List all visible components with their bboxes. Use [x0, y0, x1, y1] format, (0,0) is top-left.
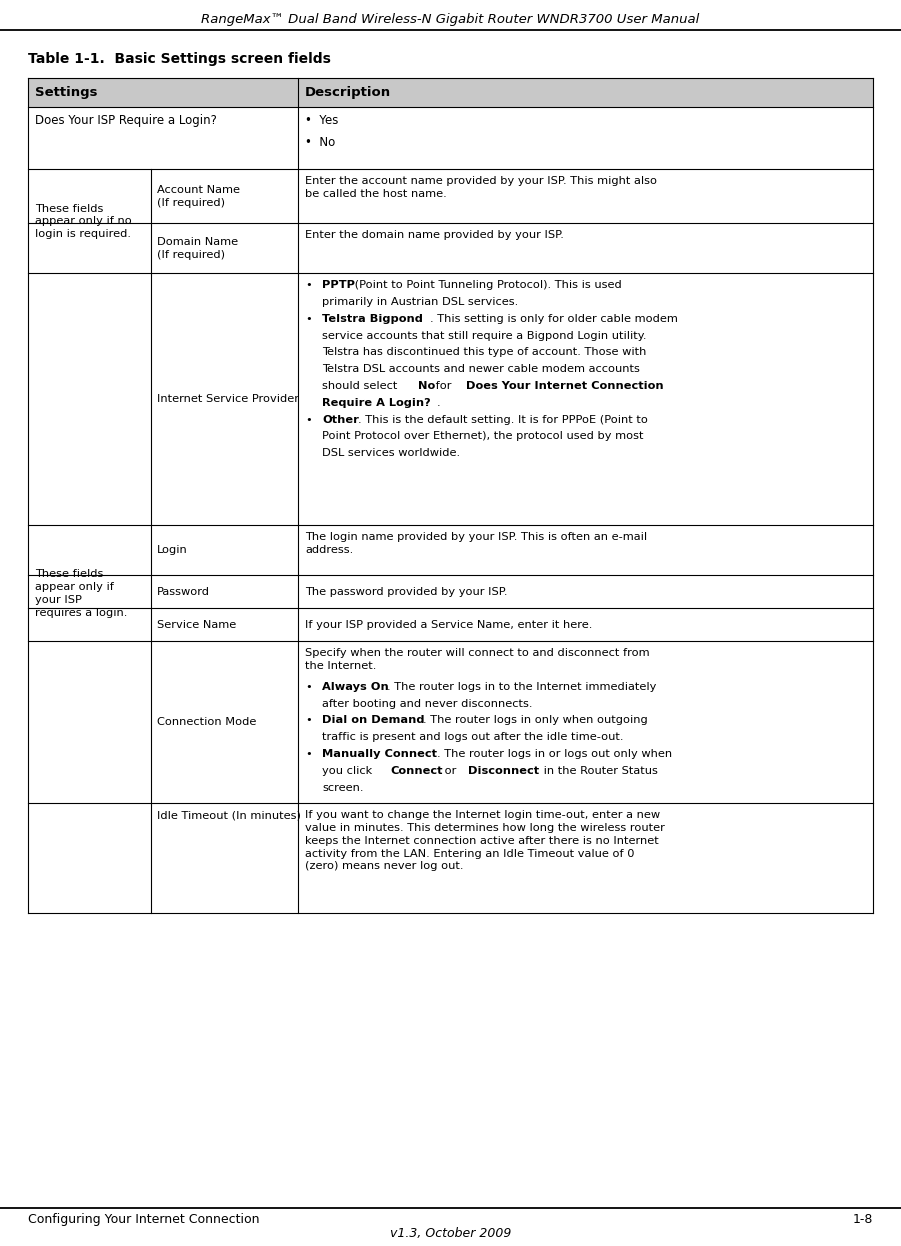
- Text: .: .: [437, 397, 441, 407]
- Text: Configuring Your Internet Connection: Configuring Your Internet Connection: [28, 1214, 259, 1226]
- Text: Enter the account name provided by your ISP. This might also
be called the host : Enter the account name provided by your …: [305, 176, 657, 199]
- Text: RangeMax™ Dual Band Wireless-N Gigabit Router WNDR3700 User Manual: RangeMax™ Dual Band Wireless-N Gigabit R…: [202, 12, 699, 26]
- Text: The password provided by your ISP.: The password provided by your ISP.: [305, 587, 507, 597]
- Text: •: •: [305, 749, 312, 759]
- Text: (Point to Point Tunneling Protocol). This is used: (Point to Point Tunneling Protocol). Thi…: [350, 280, 622, 290]
- Text: Domain Name
(If required): Domain Name (If required): [158, 237, 239, 260]
- Text: These fields
appear only if
your ISP
requires a login.: These fields appear only if your ISP req…: [35, 569, 127, 618]
- Text: . This is the default setting. It is for PPPoE (Point to: . This is the default setting. It is for…: [358, 415, 648, 425]
- Text: Does Your ISP Require a Login?: Does Your ISP Require a Login?: [35, 115, 216, 127]
- Text: •  Yes
•  No: • Yes • No: [305, 115, 339, 150]
- Text: you click: you click: [323, 766, 376, 776]
- Text: 1-8: 1-8: [852, 1214, 873, 1226]
- Text: . The router logs in to the Internet immediately: . The router logs in to the Internet imm…: [387, 682, 656, 692]
- Text: screen.: screen.: [323, 782, 364, 792]
- Text: Table 1-1.  Basic Settings screen fields: Table 1-1. Basic Settings screen fields: [28, 52, 331, 66]
- Text: Internet Service Provider: Internet Service Provider: [158, 395, 299, 405]
- Text: Point Protocol over Ethernet), the protocol used by most: Point Protocol over Ethernet), the proto…: [323, 431, 643, 441]
- Text: Telstra Bigpond: Telstra Bigpond: [323, 314, 423, 324]
- Text: Disconnect: Disconnect: [469, 766, 539, 776]
- Text: Dial on Demand: Dial on Demand: [323, 715, 424, 725]
- Text: Idle Timeout (In minutes): Idle Timeout (In minutes): [158, 810, 301, 820]
- Text: service accounts that still require a Bigpond Login utility.: service accounts that still require a Bi…: [323, 330, 647, 340]
- Text: Password: Password: [158, 587, 210, 597]
- Text: Settings: Settings: [35, 86, 97, 100]
- Text: Does Your Internet Connection: Does Your Internet Connection: [467, 381, 664, 391]
- Bar: [28, 78, 873, 107]
- Text: Login: Login: [158, 546, 188, 556]
- Text: The login name provided by your ISP. This is often an e-mail
address.: The login name provided by your ISP. Thi…: [305, 532, 647, 556]
- Text: If you want to change the Internet login time-out, enter a new
value in minutes.: If you want to change the Internet login…: [305, 810, 665, 871]
- Text: v1.3, October 2009: v1.3, October 2009: [390, 1226, 511, 1240]
- Text: Description: Description: [305, 86, 391, 100]
- Text: •: •: [305, 314, 312, 324]
- Text: Connect: Connect: [390, 766, 443, 776]
- Text: or: or: [441, 766, 460, 776]
- Text: after booting and never disconnects.: after booting and never disconnects.: [323, 699, 532, 709]
- Text: Service Name: Service Name: [158, 621, 237, 630]
- Text: If your ISP provided a Service Name, enter it here.: If your ISP provided a Service Name, ent…: [305, 621, 593, 630]
- Text: Telstra has discontinued this type of account. Those with: Telstra has discontinued this type of ac…: [323, 348, 647, 358]
- Text: Enter the domain name provided by your ISP.: Enter the domain name provided by your I…: [305, 231, 564, 240]
- Text: . The router logs in or logs out only when: . The router logs in or logs out only wh…: [437, 749, 672, 759]
- Text: •: •: [305, 280, 312, 290]
- Text: No: No: [418, 381, 435, 391]
- Text: These fields
appear only if no
login is required.: These fields appear only if no login is …: [35, 203, 132, 239]
- Text: for: for: [432, 381, 455, 391]
- Text: PPTP: PPTP: [323, 280, 355, 290]
- Text: Specify when the router will connect to and disconnect from
the Internet.: Specify when the router will connect to …: [305, 648, 650, 672]
- Text: •: •: [305, 415, 312, 425]
- Text: . This setting is only for older cable modem: . This setting is only for older cable m…: [430, 314, 678, 324]
- Text: Manually Connect: Manually Connect: [323, 749, 437, 759]
- Text: Connection Mode: Connection Mode: [158, 718, 257, 728]
- Text: primarily in Austrian DSL services.: primarily in Austrian DSL services.: [323, 297, 518, 307]
- Text: •: •: [305, 682, 312, 692]
- Text: Always On: Always On: [323, 682, 389, 692]
- Text: in the Router Status: in the Router Status: [540, 766, 658, 776]
- Text: . The router logs in only when outgoing: . The router logs in only when outgoing: [423, 715, 648, 725]
- Text: should select: should select: [323, 381, 401, 391]
- Text: Other: Other: [323, 415, 359, 425]
- Text: •: •: [305, 715, 312, 725]
- Text: Account Name
(If required): Account Name (If required): [158, 186, 241, 208]
- Text: Telstra DSL accounts and newer cable modem accounts: Telstra DSL accounts and newer cable mod…: [323, 364, 640, 374]
- Text: DSL services worldwide.: DSL services worldwide.: [323, 449, 460, 459]
- Text: traffic is present and logs out after the idle time-out.: traffic is present and logs out after th…: [323, 733, 623, 743]
- Text: Require A Login?: Require A Login?: [323, 397, 431, 407]
